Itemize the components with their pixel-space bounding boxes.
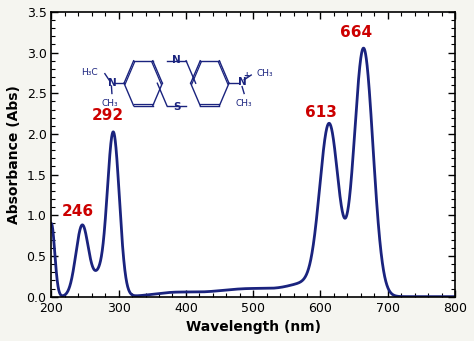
Y-axis label: Absorbance (Abs): Absorbance (Abs) [7,85,21,224]
Text: 246: 246 [62,204,94,219]
Text: 613: 613 [305,105,337,120]
X-axis label: Wavelength (nm): Wavelength (nm) [186,320,321,334]
Text: 664: 664 [340,25,372,40]
Text: 292: 292 [92,108,124,123]
